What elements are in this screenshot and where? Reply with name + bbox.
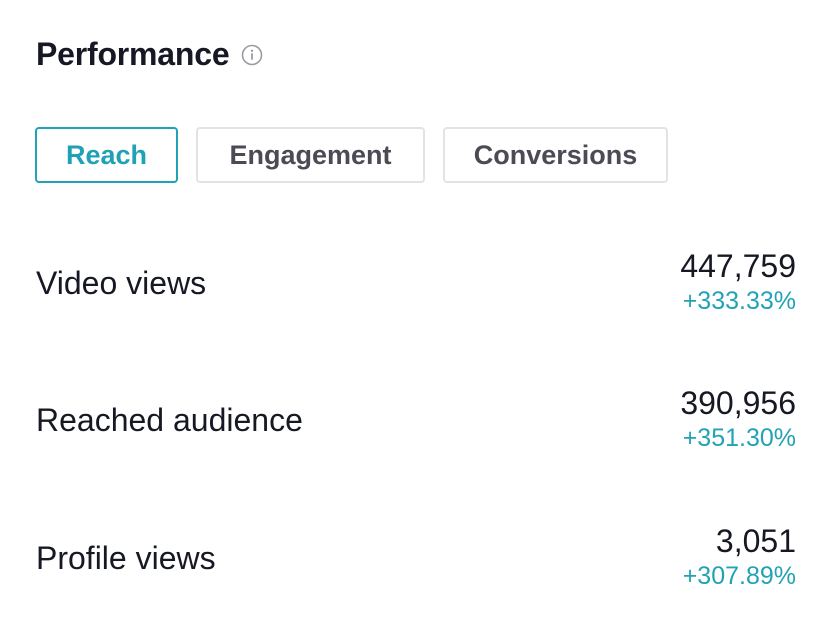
metric-change: +351.30% (682, 424, 796, 452)
performance-tabs: Reach Engagement Conversions (35, 127, 668, 183)
tab-conversions[interactable]: Conversions (443, 127, 668, 183)
metric-row-profile-views: Profile views 3,051 +307.89% (36, 521, 796, 601)
metric-label: Reached audience (36, 402, 303, 438)
performance-header: Performance (36, 32, 263, 76)
metric-label: Profile views (36, 540, 216, 576)
metric-change: +333.33% (682, 287, 796, 315)
tab-engagement[interactable]: Engagement (196, 127, 425, 183)
metric-value: 447,759 (680, 248, 796, 284)
metric-row-reached-audience: Reached audience 390,956 +351.30% (36, 383, 796, 463)
metric-value: 390,956 (680, 385, 796, 421)
metric-row-video-views: Video views 447,759 +333.33% (36, 246, 796, 326)
metric-change: +307.89% (682, 562, 796, 590)
info-icon[interactable] (241, 44, 263, 66)
page-title: Performance (36, 36, 230, 72)
metric-value: 3,051 (715, 523, 796, 559)
metric-label: Video views (36, 265, 207, 301)
tab-reach[interactable]: Reach (35, 127, 178, 183)
